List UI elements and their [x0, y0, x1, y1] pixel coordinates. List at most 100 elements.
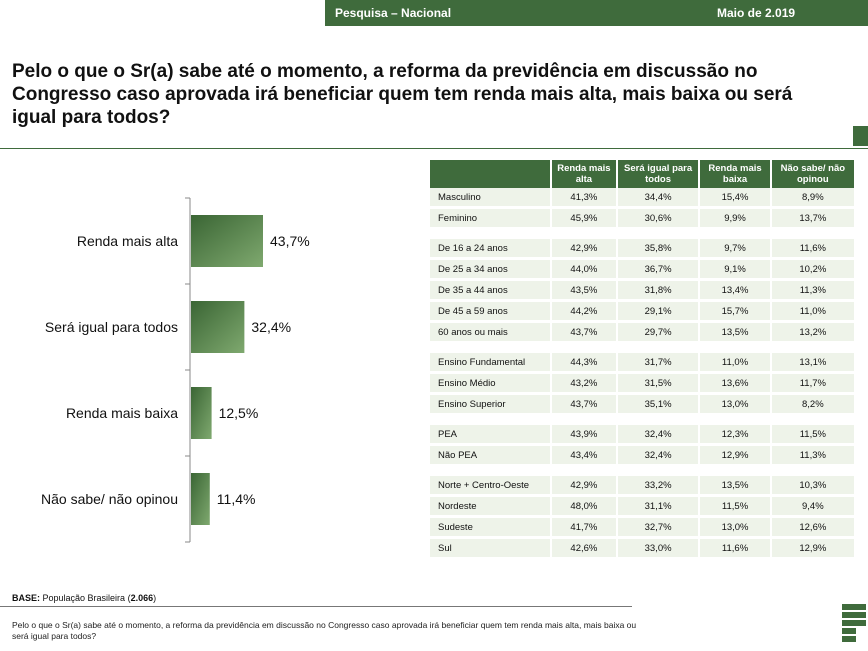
table-row: De 16 a 24 anos 42,9% 35,8% 9,7% 11,6% — [430, 239, 854, 260]
table-cell: 32,4% — [617, 425, 699, 446]
base-label: BASE: — [12, 593, 41, 603]
table-row: Nordeste 48,0% 31,1% 11,5% 9,4% — [430, 497, 854, 518]
group-spacer — [430, 416, 854, 425]
table-row: Não PEA 43,4% 32,4% 12,9% 11,3% — [430, 446, 854, 467]
row-label: Ensino Superior — [430, 395, 550, 416]
row-label: Sudeste — [430, 518, 550, 539]
row-label: De 16 a 24 anos — [430, 239, 550, 260]
base-text: População Brasileira ( — [40, 593, 131, 603]
table-cell: 41,7% — [552, 518, 616, 539]
table-row: Ensino Médio 43,2% 31,5% 13,6% 11,7% — [430, 374, 854, 395]
bar — [191, 301, 245, 353]
table-row: De 45 a 59 anos 44,2% 29,1% 15,7% 11,0% — [430, 302, 854, 323]
table-cell: 31,8% — [617, 281, 699, 302]
table-cell: 33,0% — [617, 539, 699, 560]
table-cell: 43,5% — [552, 281, 616, 302]
row-label: Ensino Médio — [430, 374, 550, 395]
table-cell: 42,6% — [552, 539, 616, 560]
table-cell: 11,3% — [771, 446, 854, 467]
base-note: BASE: População Brasileira (2.066) — [12, 593, 156, 603]
bar — [191, 387, 212, 439]
table-cell: 11,5% — [771, 425, 854, 446]
table-cell: 35,1% — [617, 395, 699, 416]
table-cell: 13,1% — [771, 353, 854, 374]
question-title: Pelo o que o Sr(a) sabe até o momento, a… — [12, 61, 793, 128]
table-cell: 11,0% — [700, 353, 770, 374]
table-cell: 8,2% — [771, 395, 854, 416]
table-cell: 41,3% — [552, 188, 616, 209]
table-cell: 9,4% — [771, 497, 854, 518]
table-cell: 13,5% — [700, 323, 770, 344]
table-cell: 33,2% — [617, 476, 699, 497]
table-header-row: Renda mais alta Será igual para todos Rend… — [430, 160, 854, 188]
table-row: Feminino 45,9% 30,6% 9,9% 13,7% — [430, 209, 854, 230]
table-cell: 12,9% — [771, 539, 854, 560]
table-cell: 12,3% — [700, 425, 770, 446]
category-label: Será igual para todos — [45, 319, 178, 335]
row-label: Norte + Centro-Oeste — [430, 476, 550, 497]
table-cell: 44,3% — [552, 353, 616, 374]
table-row: Ensino Fundamental 44,3% 31,7% 11,0% 13,1% — [430, 353, 854, 374]
row-label: Ensino Fundamental — [430, 353, 550, 374]
table-cell: 30,6% — [617, 209, 699, 230]
table-row: Ensino Superior 43,7% 35,1% 13,0% 8,2% — [430, 395, 854, 416]
table-cell: 10,3% — [771, 476, 854, 497]
table-cell: 44,0% — [552, 260, 616, 281]
group-spacer — [430, 230, 854, 239]
table-cell: 35,8% — [617, 239, 699, 260]
table-cell: 31,1% — [617, 497, 699, 518]
table-row: Masculino 41,3% 34,4% 15,4% 8,9% — [430, 188, 854, 209]
table-cell: 34,4% — [617, 188, 699, 209]
row-label: PEA — [430, 425, 550, 446]
table-cell: 15,7% — [700, 302, 770, 323]
category-label: Renda mais alta — [77, 233, 178, 249]
bar — [191, 215, 263, 267]
row-label: Masculino — [430, 188, 550, 209]
table-cell: 43,9% — [552, 425, 616, 446]
data-label: 43,7% — [270, 233, 310, 249]
table-cell: 13,0% — [700, 518, 770, 539]
table-cell: 43,4% — [552, 446, 616, 467]
table-cell: 29,1% — [617, 302, 699, 323]
table-cell: 32,4% — [617, 446, 699, 467]
table-cell: 11,7% — [771, 374, 854, 395]
corner-mark — [853, 126, 868, 146]
table-cell: 44,2% — [552, 302, 616, 323]
table-cell: 15,4% — [700, 188, 770, 209]
row-label: Não PEA — [430, 446, 550, 467]
table-cell: 31,7% — [617, 353, 699, 374]
table-cell: 45,9% — [552, 209, 616, 230]
table-cell: 9,9% — [700, 209, 770, 230]
data-label: 11,4% — [217, 491, 256, 507]
table-cell: 29,7% — [617, 323, 699, 344]
table-cell: 42,9% — [552, 476, 616, 497]
table-cell: 36,7% — [617, 260, 699, 281]
table-cell: 13,2% — [771, 323, 854, 344]
table-cell: 9,7% — [700, 239, 770, 260]
category-label: Renda mais baixa — [66, 405, 178, 421]
table-row: De 25 a 34 anos 44,0% 36,7% 9,1% 10,2% — [430, 260, 854, 281]
table-cell: 11,3% — [771, 281, 854, 302]
table-corner-header — [430, 160, 550, 188]
base-n: 2.066 — [130, 593, 154, 603]
bar — [191, 473, 210, 525]
data-label: 32,4% — [251, 319, 291, 335]
table-cell: 31,5% — [617, 374, 699, 395]
table-cell: 43,7% — [552, 395, 616, 416]
data-label: 12,5% — [219, 405, 259, 421]
category-label: Não sabe/ não opinou — [41, 491, 178, 507]
table-cell: 11,0% — [771, 302, 854, 323]
column-header: Renda mais alta — [552, 160, 616, 188]
table-cell: 43,2% — [552, 374, 616, 395]
table-cell: 42,9% — [552, 239, 616, 260]
row-label: De 35 a 44 anos — [430, 281, 550, 302]
header-bar: Pesquisa – Nacional Maio de 2.019 — [325, 0, 868, 26]
table-cell: 11,5% — [700, 497, 770, 518]
divider-top — [0, 148, 868, 149]
table-row: Sudeste 41,7% 32,7% 13,0% 12,6% — [430, 518, 854, 539]
row-label: Sul — [430, 539, 550, 560]
group-spacer — [430, 344, 854, 353]
table-row: Sul 42,6% 33,0% 11,6% 12,9% — [430, 539, 854, 560]
column-header: Renda mais baixa — [700, 160, 770, 188]
column-header: Não sabe/ não opinou — [771, 160, 854, 188]
